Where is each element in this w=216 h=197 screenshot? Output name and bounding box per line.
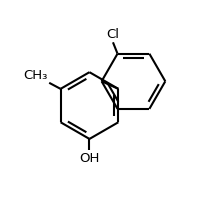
- Text: CH₃: CH₃: [23, 69, 48, 82]
- Text: Cl: Cl: [106, 28, 119, 41]
- Text: OH: OH: [79, 152, 100, 165]
